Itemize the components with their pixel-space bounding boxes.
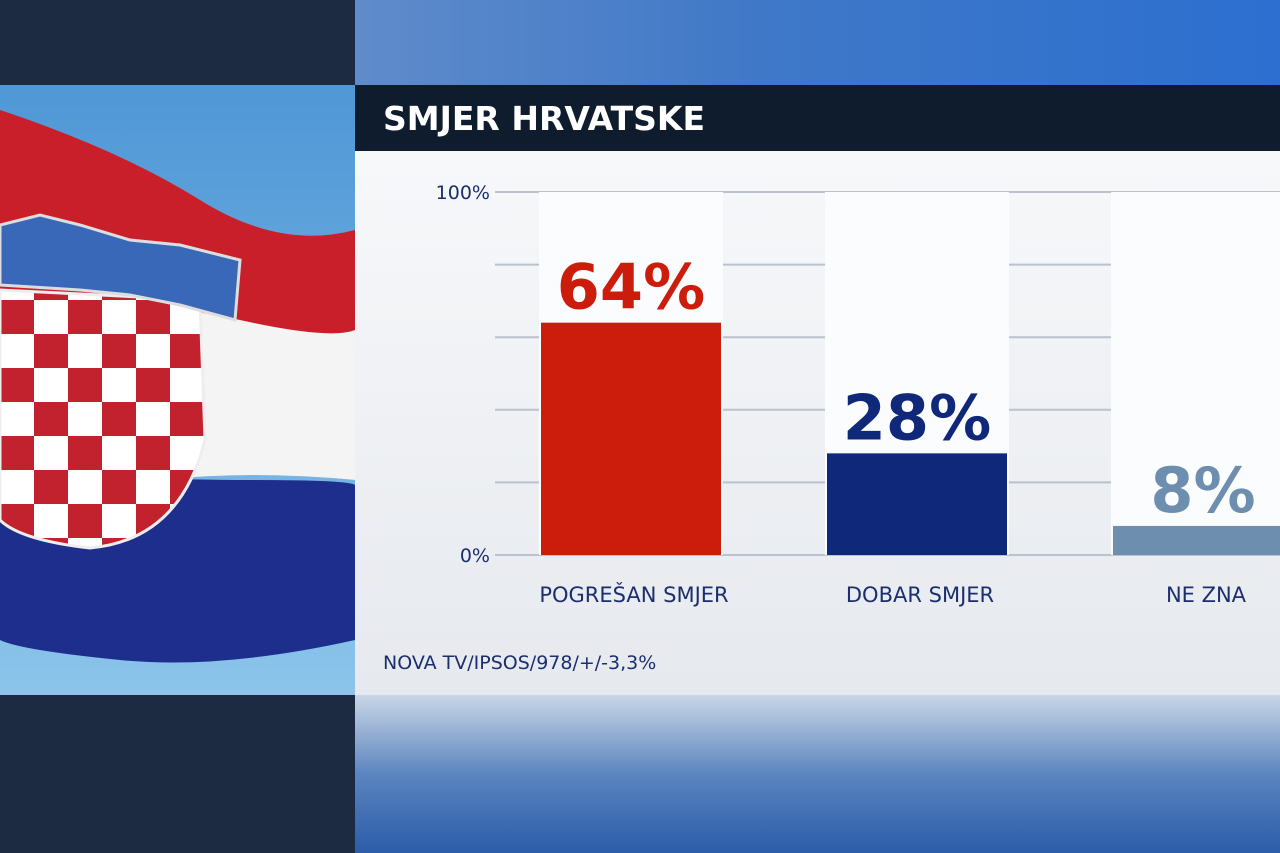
value-label: 64% [557,251,705,324]
x-tick-label: NE ZNA [1166,583,1247,607]
source: NOVA TV/IPSOS/978/+/-3,3% [383,652,656,674]
bar [541,322,721,555]
column-background [1111,192,1280,555]
y-tick-label: 0% [460,545,490,567]
value-label: 8% [1150,454,1255,527]
bar [1113,525,1280,555]
x-tick-label: POGREŠAN SMJER [539,582,728,607]
y-tick-label: 100% [436,182,490,204]
bar [827,453,1007,555]
background-bottom [355,695,1280,853]
bars [541,322,1280,555]
flag [0,85,355,695]
value-label: 28% [843,381,991,454]
title-bar [355,85,1280,151]
x-tick-label: DOBAR SMJER [846,583,994,607]
chart-title: SMJER HRVATSKE [383,99,705,138]
